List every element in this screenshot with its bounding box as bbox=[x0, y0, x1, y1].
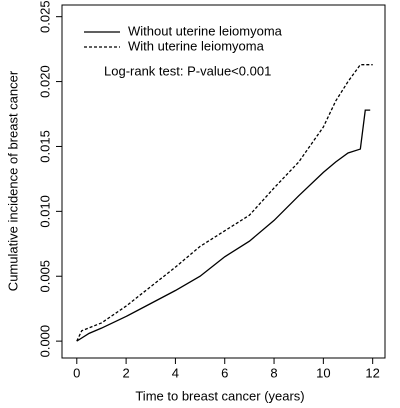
x-tick-label: 4 bbox=[172, 365, 179, 380]
series-line bbox=[76, 64, 373, 342]
y-axis-title: Cumulative incidence of breast cancer bbox=[5, 70, 20, 291]
x-tick-label: 8 bbox=[270, 365, 277, 380]
legend-label: Without uterine leiomyoma bbox=[128, 23, 283, 38]
y-tick-label: 0.010 bbox=[37, 195, 52, 228]
series-line bbox=[76, 109, 371, 342]
y-tick-label: 0.020 bbox=[37, 65, 52, 98]
y-tick-label: 0.015 bbox=[37, 130, 52, 163]
annotation: Log-rank test: P-value<0.001 bbox=[104, 63, 271, 78]
legend-label: With uterine leiomyoma bbox=[128, 38, 265, 53]
y-tick-label: 0.005 bbox=[37, 260, 52, 293]
x-tick-label: 0 bbox=[73, 365, 80, 380]
x-tick-label: 6 bbox=[221, 365, 228, 380]
plot-frame bbox=[61, 4, 386, 359]
x-tick-label: 2 bbox=[122, 365, 129, 380]
y-tick-label: 0.025 bbox=[37, 0, 52, 33]
x-tick-label: 12 bbox=[365, 365, 379, 380]
y-tick-label: 0.000 bbox=[37, 325, 52, 358]
x-axis-title: Time to breast cancer (years) bbox=[135, 388, 304, 403]
x-tick-label: 10 bbox=[316, 365, 330, 380]
